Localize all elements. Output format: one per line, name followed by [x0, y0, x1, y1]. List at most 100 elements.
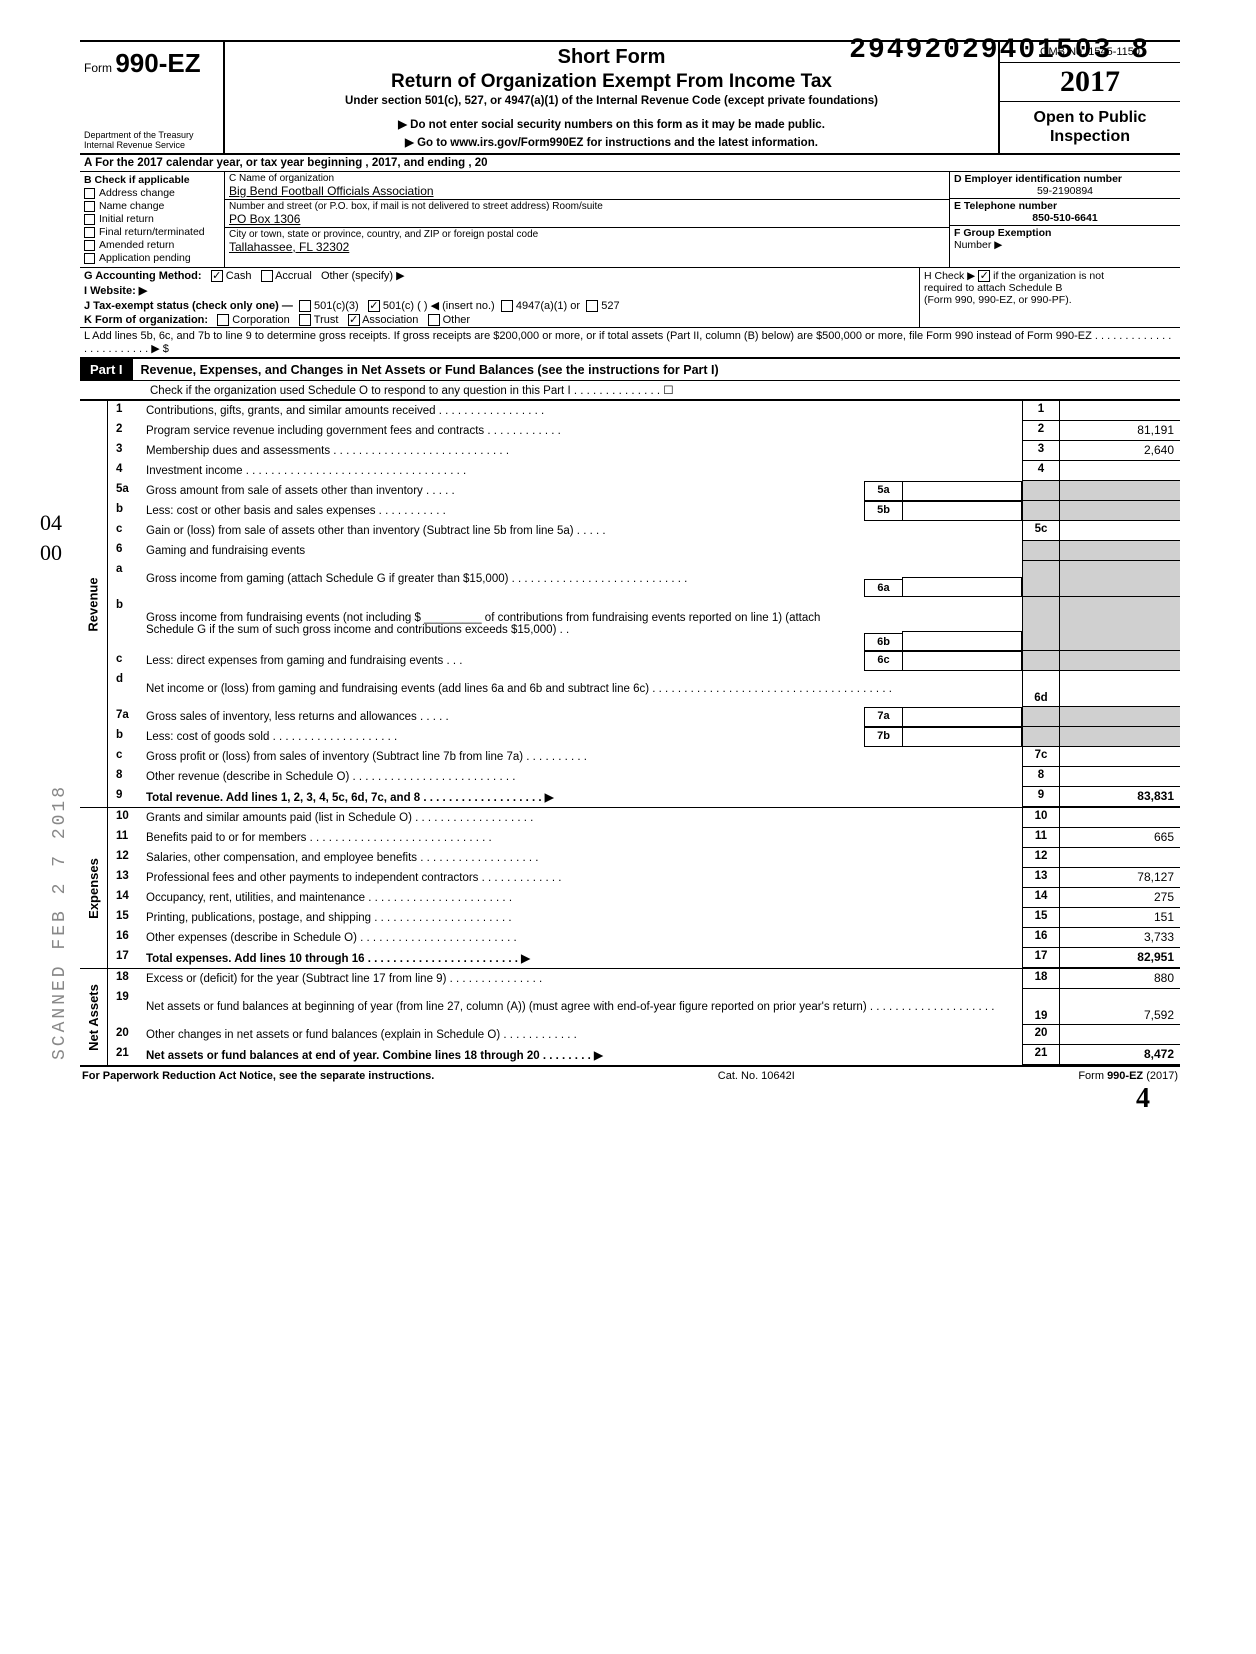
line-7c: cGross profit or (loss) from sales of in…: [108, 747, 1180, 767]
part1-title: Revenue, Expenses, and Changes in Net As…: [133, 363, 719, 377]
col-gijk: G Accounting Method: Cash Accrual Other …: [80, 268, 920, 327]
check-trust[interactable]: [299, 314, 311, 326]
line-12: 12Salaries, other compensation, and empl…: [108, 848, 1180, 868]
check-cash[interactable]: [211, 270, 223, 282]
check-501c3[interactable]: [299, 300, 311, 312]
line-7a: 7aGross sales of inventory, less returns…: [108, 707, 1180, 727]
line-18: 18Excess or (deficit) for the year (Subt…: [108, 969, 1180, 989]
line-14: 14Occupancy, rent, utilities, and mainte…: [108, 888, 1180, 908]
c-name-lbl: C Name of organization: [229, 173, 945, 184]
line-6a: aGross income from gaming (attach Schedu…: [108, 561, 1180, 597]
scanned-stamp: SCANNED FEB 2 7 2018: [50, 784, 70, 1060]
checkbox-icon: [84, 188, 95, 199]
check-527[interactable]: [586, 300, 598, 312]
col-def: D Employer identification number 59-2190…: [950, 172, 1180, 267]
d-val: 59-2190894: [954, 185, 1176, 197]
line-19: 19Net assets or fund balances at beginni…: [108, 989, 1180, 1025]
e-val: 850-510-6641: [954, 212, 1176, 224]
open-public: Open to Public Inspection: [1000, 102, 1180, 152]
line-1: 1Contributions, gifts, grants, and simil…: [108, 401, 1180, 421]
part1-header: Part I Revenue, Expenses, and Changes in…: [80, 359, 1180, 381]
c-name: C Name of organization Big Bend Football…: [225, 172, 949, 200]
line-13: 13Professional fees and other payments t…: [108, 868, 1180, 888]
check-name-change[interactable]: Name change: [84, 200, 220, 212]
c-addr-lbl: Number and street (or P.O. box, if mail …: [229, 201, 945, 212]
footer-mid: Cat. No. 10642I: [718, 1070, 795, 1082]
corner-number: 4: [1136, 1083, 1150, 1115]
check-app-pending[interactable]: Application pending: [84, 252, 220, 264]
line-20: 20Other changes in net assets or fund ba…: [108, 1025, 1180, 1045]
line-8: 8Other revenue (describe in Schedule O) …: [108, 767, 1180, 787]
revenue-label: Revenue: [80, 401, 108, 807]
line-4: 4Investment income . . . . . . . . . . .…: [108, 461, 1180, 481]
c-addr-val: PO Box 1306: [229, 212, 945, 226]
open-line2: Inspection: [1002, 127, 1178, 146]
h-l1: H Check ▶: [924, 270, 975, 282]
row-gh: G Accounting Method: Cash Accrual Other …: [80, 268, 1180, 328]
col-b: B Check if applicable Address change Nam…: [80, 172, 225, 267]
checkbox-icon: [84, 227, 95, 238]
netassets-section: Net Assets 18Excess or (deficit) for the…: [80, 968, 1180, 1065]
line-5c: cGain or (loss) from sale of assets othe…: [108, 521, 1180, 541]
checkbox-icon: [84, 253, 95, 264]
h-l2: if the organization is not: [993, 270, 1104, 282]
form-label-cell: Form 990-EZ Department of the Treasury I…: [80, 42, 225, 153]
form-number: Form 990-EZ: [84, 48, 219, 79]
handwritten-2: 00: [40, 540, 62, 566]
page-footer: For Paperwork Reduction Act Notice, see …: [80, 1065, 1180, 1085]
f-lbl: F Group Exemption: [954, 227, 1176, 239]
line-11: 11Benefits paid to or for members . . . …: [108, 828, 1180, 848]
form-page: 29492029401503 8 Form 990-EZ Department …: [80, 40, 1180, 1085]
netassets-label: Net Assets: [80, 969, 108, 1065]
j-line: J Tax-exempt status (check only one) — 5…: [80, 298, 919, 313]
expenses-section: Expenses 10Grants and similar amounts pa…: [80, 807, 1180, 968]
netassets-lines: 18Excess or (deficit) for the year (Subt…: [108, 969, 1180, 1065]
check-assoc[interactable]: [348, 314, 360, 326]
check-accrual[interactable]: [261, 270, 273, 282]
c-name-val: Big Bend Football Officials Association: [229, 184, 945, 198]
e-lbl: E Telephone number: [954, 200, 1176, 212]
line-6: 6Gaming and fundraising events: [108, 541, 1180, 561]
check-h[interactable]: [978, 270, 990, 282]
check-address-change[interactable]: Address change: [84, 187, 220, 199]
handwritten-1: 04: [40, 510, 62, 536]
d-lbl: D Employer identification number: [954, 173, 1176, 185]
check-501c[interactable]: [368, 300, 380, 312]
f-group: F Group Exemption Number ▶: [950, 226, 1180, 252]
check-initial-return[interactable]: Initial return: [84, 213, 220, 225]
g-line: G Accounting Method: Cash Accrual Other …: [80, 268, 919, 283]
dept-label: Department of the Treasury Internal Reve…: [84, 131, 219, 151]
form-prefix: Form: [84, 61, 112, 75]
col-h: H Check ▶ if the organization is not req…: [920, 268, 1180, 327]
row-a: A For the 2017 calendar year, or tax yea…: [80, 155, 1180, 172]
document-id: 29492029401503 8: [849, 35, 1150, 66]
line-6d: dNet income or (loss) from gaming and fu…: [108, 671, 1180, 707]
check-amended[interactable]: Amended return: [84, 239, 220, 251]
line-17: 17Total expenses. Add lines 10 through 1…: [108, 948, 1180, 968]
check-4947[interactable]: [501, 300, 513, 312]
i-line: I Website: ▶: [80, 283, 919, 298]
col-c: C Name of organization Big Bend Football…: [225, 172, 950, 267]
g-label: G Accounting Method:: [84, 270, 202, 282]
check-other[interactable]: [428, 314, 440, 326]
line-15: 15Printing, publications, postage, and s…: [108, 908, 1180, 928]
line-2: 2Program service revenue including gover…: [108, 421, 1180, 441]
c-city: City or town, state or province, country…: [225, 228, 949, 255]
d-ein: D Employer identification number 59-2190…: [950, 172, 1180, 199]
form-num-big: 990-EZ: [115, 48, 200, 78]
line-5a: 5aGross amount from sale of assets other…: [108, 481, 1180, 501]
check-final-return[interactable]: Final return/terminated: [84, 226, 220, 238]
checkbox-icon: [84, 201, 95, 212]
checkbox-icon: [84, 240, 95, 251]
tax-year: 2017: [1000, 63, 1180, 102]
instr-2: ▶ Go to www.irs.gov/Form990EZ for instru…: [233, 135, 990, 149]
block-bcdef: B Check if applicable Address change Nam…: [80, 172, 1180, 268]
check-corp[interactable]: [217, 314, 229, 326]
line-21: 21Net assets or fund balances at end of …: [108, 1045, 1180, 1065]
f-lbl2: Number ▶: [954, 239, 1176, 251]
part1-sub: Check if the organization used Schedule …: [80, 381, 1180, 400]
line-5b: bLess: cost or other basis and sales exp…: [108, 501, 1180, 521]
e-phone: E Telephone number 850-510-6641: [950, 199, 1180, 226]
revenue-lines: 1Contributions, gifts, grants, and simil…: [108, 401, 1180, 807]
j-label: J Tax-exempt status (check only one) —: [84, 300, 293, 312]
